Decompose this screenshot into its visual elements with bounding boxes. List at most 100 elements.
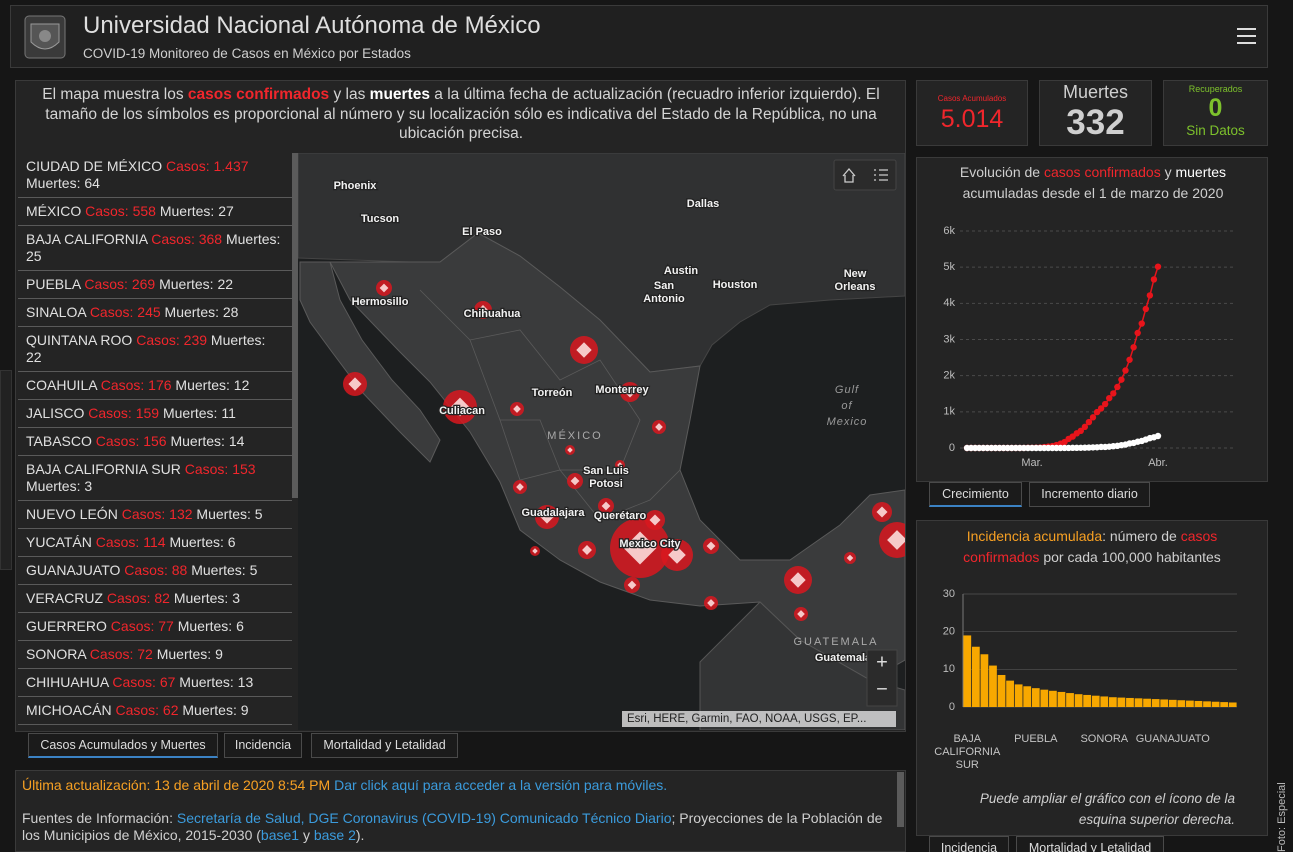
map-label: of bbox=[841, 400, 852, 412]
source-link[interactable]: base 2 bbox=[314, 827, 356, 843]
zoom-out[interactable]: − bbox=[876, 678, 888, 700]
cases-label: Casos: bbox=[115, 702, 159, 718]
header-subtitle: COVID-19 Monitoreo de Casos en México po… bbox=[83, 46, 411, 61]
cases-label: Casos: bbox=[185, 461, 229, 477]
footer: Última actualización: 13 de abril de 202… bbox=[15, 770, 906, 852]
state-name: PUEBLA bbox=[26, 276, 80, 292]
cases-label: Casos: bbox=[85, 203, 129, 219]
state-row: VERACRUZ Casos: 82 Muertes: 3 bbox=[18, 585, 292, 613]
cases-value: 88 bbox=[172, 562, 188, 578]
state-row: MICHOACÁN Casos: 62 Muertes: 9 bbox=[18, 697, 292, 725]
deaths-value: 9 bbox=[215, 646, 223, 662]
photo-credit: Foto: Especial bbox=[1276, 782, 1288, 852]
kpi-value: 0 bbox=[1164, 94, 1267, 123]
state-name: CHIHUAHUA bbox=[26, 674, 108, 690]
growth-panel bbox=[916, 157, 1268, 482]
deaths-label: Muertes: bbox=[163, 405, 217, 421]
deaths-label: Muertes: bbox=[196, 506, 250, 522]
map-label: San Luis bbox=[583, 465, 629, 477]
deaths-value: 28 bbox=[223, 304, 239, 320]
state-name: CIUDAD DE MÉXICO bbox=[26, 158, 162, 174]
zoom-in[interactable]: + bbox=[876, 651, 888, 673]
x-tick-label: BAJA CALIFORNIA SUR bbox=[929, 733, 1005, 772]
kpi-cases: Casos Acumulados 5.014 bbox=[916, 80, 1028, 146]
deaths-label: Muertes: bbox=[157, 646, 211, 662]
state-name: JALISCO bbox=[26, 405, 84, 421]
state-row: GUERRERO Casos: 77 Muertes: 6 bbox=[18, 613, 292, 641]
cases-label: Casos: bbox=[96, 433, 140, 449]
state-row: BAJA CALIFORNIA SUR Casos: 153 Muertes: … bbox=[18, 456, 292, 501]
cases-label: Casos: bbox=[151, 231, 195, 247]
kpi-note: Sin Datos bbox=[1164, 123, 1267, 138]
scrollbar[interactable] bbox=[897, 772, 904, 827]
map-label: Hermosillo bbox=[352, 296, 409, 308]
cases-label: Casos: bbox=[96, 534, 140, 550]
map-label: Austin bbox=[664, 265, 699, 277]
deaths-label: Muertes: bbox=[26, 478, 80, 494]
deaths-label: Muertes: bbox=[179, 674, 233, 690]
kpi-value: 332 bbox=[1040, 103, 1151, 143]
deaths-value: 27 bbox=[218, 203, 234, 219]
map-label: Mexico bbox=[827, 416, 868, 428]
x-tick-label: SONORA bbox=[1066, 733, 1142, 746]
map-label: Querétaro bbox=[594, 510, 647, 522]
sources-text: Fuentes de Información: bbox=[22, 810, 177, 826]
tab[interactable]: Crecimiento bbox=[929, 482, 1022, 507]
deaths-value: 6 bbox=[236, 618, 244, 634]
cases-value: 72 bbox=[137, 646, 153, 662]
cases-value: 82 bbox=[154, 590, 170, 606]
menu-button[interactable] bbox=[1237, 27, 1257, 45]
deaths-value: 3 bbox=[84, 478, 92, 494]
tab[interactable]: Incidencia bbox=[929, 836, 1009, 852]
map-label: Potosi bbox=[589, 478, 623, 490]
deaths-value: 6 bbox=[228, 534, 236, 550]
cases-value: 558 bbox=[133, 203, 156, 219]
tab[interactable]: Mortalidad y Letalidad bbox=[311, 733, 458, 758]
header-title: Universidad Nacional Autónoma de México bbox=[83, 12, 541, 40]
deaths-value: 14 bbox=[229, 433, 245, 449]
deaths-label: Muertes: bbox=[226, 231, 280, 247]
cases-label: Casos: bbox=[90, 304, 134, 320]
state-name: QUINTANA ROO bbox=[26, 332, 132, 348]
map-label: Tucson bbox=[361, 213, 400, 225]
mobile-link[interactable]: Dar click aquí para acceder a la versión… bbox=[334, 777, 667, 793]
tab[interactable]: Incidencia bbox=[224, 733, 302, 758]
cases-value: 114 bbox=[143, 534, 165, 550]
cases-value: 67 bbox=[160, 674, 176, 690]
state-row: CHIHUAHUA Casos: 67 Muertes: 13 bbox=[18, 669, 292, 697]
title-part: casos confirmados bbox=[1044, 164, 1161, 180]
sources-text: y bbox=[299, 827, 314, 843]
source-link[interactable]: Secretaría de Salud, DGE Coronavirus (CO… bbox=[177, 810, 672, 826]
state-name: BAJA CALIFORNIA bbox=[26, 231, 147, 247]
sources-text: ). bbox=[356, 827, 365, 843]
cases-label: Casos: bbox=[112, 674, 156, 690]
map-label: Culiacan bbox=[439, 405, 485, 417]
tab[interactable]: Casos Acumulados y Muertes bbox=[28, 733, 218, 758]
state-name: COAHUILA bbox=[26, 377, 97, 393]
deaths-value: 25 bbox=[26, 248, 42, 264]
title-part: y bbox=[1161, 164, 1176, 180]
deaths-value: 22 bbox=[26, 349, 42, 365]
source-link[interactable]: base1 bbox=[261, 827, 299, 843]
state-name: VERACRUZ bbox=[26, 590, 103, 606]
state-name: SINALOA bbox=[26, 304, 86, 320]
cases-value: 1.437 bbox=[213, 158, 248, 174]
cases-value: 368 bbox=[199, 231, 222, 247]
map[interactable]: PhoenixTucsonEl PasoDallasAustinSanAnton… bbox=[298, 153, 905, 730]
deaths-label: Muertes: bbox=[170, 433, 224, 449]
tab[interactable]: Incremento diario bbox=[1029, 482, 1150, 507]
intro-part: y las bbox=[329, 86, 369, 103]
side-toggle[interactable] bbox=[0, 370, 12, 570]
cases-label: Casos: bbox=[101, 377, 145, 393]
state-row: SONORA Casos: 72 Muertes: 9 bbox=[18, 641, 292, 669]
map-label: Monterrey bbox=[595, 384, 649, 396]
deaths-label: Muertes: bbox=[174, 590, 228, 606]
map-label: Guatemala bbox=[815, 652, 872, 664]
attribution: Esri, HERE, Garmin, FAO, NOAA, USGS, EP.… bbox=[627, 713, 866, 725]
deaths-value: 12 bbox=[234, 377, 250, 393]
map-label: New bbox=[844, 268, 867, 280]
state-row: QUINTANA ROO Casos: 239 Muertes: 22 bbox=[18, 327, 292, 372]
title-part: por cada 100,000 habitantes bbox=[1039, 549, 1220, 565]
tab[interactable]: Mortalidad y Letalidad bbox=[1016, 836, 1164, 852]
